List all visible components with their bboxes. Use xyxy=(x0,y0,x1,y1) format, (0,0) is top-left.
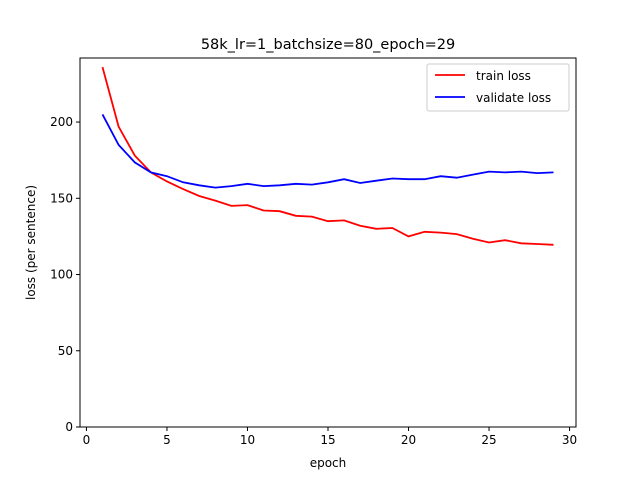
x-axis-label: epoch xyxy=(310,456,347,470)
x-tick-label: 5 xyxy=(163,433,171,447)
legend: train loss validate loss xyxy=(426,63,570,112)
x-tick-label: 15 xyxy=(320,433,335,447)
x-tick-label: 20 xyxy=(401,433,416,447)
x-tick-label: 0 xyxy=(83,433,91,447)
chart-title: 58k_lr=1_batchsize=80_epoch=29 xyxy=(201,37,455,53)
y-tick-label: 150 xyxy=(50,191,73,205)
y-tick-label: 100 xyxy=(50,268,73,282)
plot-area-frame xyxy=(79,57,577,428)
y-axis-label: loss (per sentence) xyxy=(24,185,38,300)
x-tick-label: 30 xyxy=(562,433,577,447)
x-tick-label: 10 xyxy=(240,433,255,447)
y-tick-label: 50 xyxy=(58,344,73,358)
series-line-validate-loss xyxy=(101,113,554,189)
y-tick-label: 200 xyxy=(50,115,73,129)
x-tick-label: 25 xyxy=(481,433,496,447)
y-tick-label: 0 xyxy=(65,420,73,434)
series-line-train-loss xyxy=(101,66,554,246)
legend-label-train-loss: train loss xyxy=(476,69,531,83)
legend-label-validate-loss: validate loss xyxy=(476,91,551,105)
